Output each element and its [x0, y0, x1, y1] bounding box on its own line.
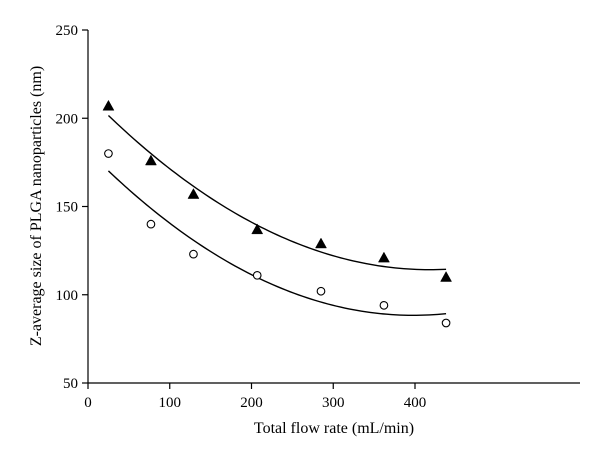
fit-curve-series-1 — [107, 115, 447, 271]
x-tick-label: 400 — [404, 395, 427, 411]
x-tick-label: 300 — [322, 395, 345, 411]
circle-point — [104, 149, 113, 158]
circle-point — [146, 219, 156, 229]
triangle-point — [187, 188, 200, 199]
axes — [87, 30, 580, 384]
y-tick-label: 250 — [56, 23, 79, 39]
x-ticks: 0 100 200 300 400 — [84, 383, 426, 411]
y-tick-label: 100 — [56, 288, 79, 304]
circle-point — [316, 286, 326, 296]
y-axis-label: Z-average size of PLGA nanoparticles (nm… — [28, 66, 45, 346]
triangle-point — [102, 99, 115, 111]
y-tick-label: 200 — [56, 111, 79, 127]
triangle-point — [251, 223, 264, 235]
circle-point — [189, 249, 198, 259]
data-points — [102, 99, 452, 328]
circle-point — [441, 318, 451, 328]
fit-curve-series-2 — [107, 170, 447, 317]
y-tick-label: 150 — [56, 200, 79, 216]
triangle-point — [315, 237, 327, 249]
triangle-point — [145, 154, 157, 166]
circle-point — [379, 300, 389, 310]
fit-curves — [107, 115, 447, 317]
x-tick-label: 100 — [159, 395, 182, 411]
x-tick-label: 200 — [240, 395, 263, 411]
circle-point — [252, 270, 262, 280]
y-tick-label: 50 — [63, 376, 78, 392]
y-ticks: 50 100 150 200 250 — [56, 23, 88, 392]
triangle-point — [440, 271, 452, 282]
x-axis-label: Total flow rate (mL/min) — [254, 420, 414, 437]
x-tick-label: 0 — [84, 395, 92, 411]
triangle-point — [378, 251, 390, 263]
